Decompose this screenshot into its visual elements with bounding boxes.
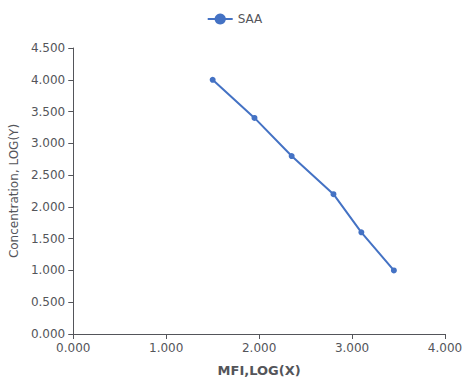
svg-text:3.000: 3.000 (335, 341, 369, 355)
svg-text:3.000: 3.000 (31, 136, 65, 150)
svg-text:4.000: 4.000 (31, 73, 65, 87)
svg-text:0.500: 0.500 (31, 295, 65, 309)
svg-text:2.000: 2.000 (31, 200, 65, 214)
svg-text:1.000: 1.000 (149, 341, 183, 355)
svg-text:SAA: SAA (238, 12, 263, 26)
svg-text:MFI,LOG(X): MFI,LOG(X) (218, 363, 301, 378)
svg-text:0.000: 0.000 (31, 327, 65, 341)
svg-text:2.000: 2.000 (242, 341, 276, 355)
svg-text:0.000: 0.000 (56, 341, 90, 355)
svg-text:Concentration, LOG(Y): Concentration, LOG(Y) (7, 124, 21, 258)
svg-text:2.500: 2.500 (31, 168, 65, 182)
svg-text:4.500: 4.500 (31, 41, 65, 55)
svg-text:1.500: 1.500 (31, 232, 65, 246)
svg-text:3.500: 3.500 (31, 105, 65, 119)
svg-text:1.000: 1.000 (31, 263, 65, 277)
svg-text:4.000: 4.000 (428, 341, 462, 355)
